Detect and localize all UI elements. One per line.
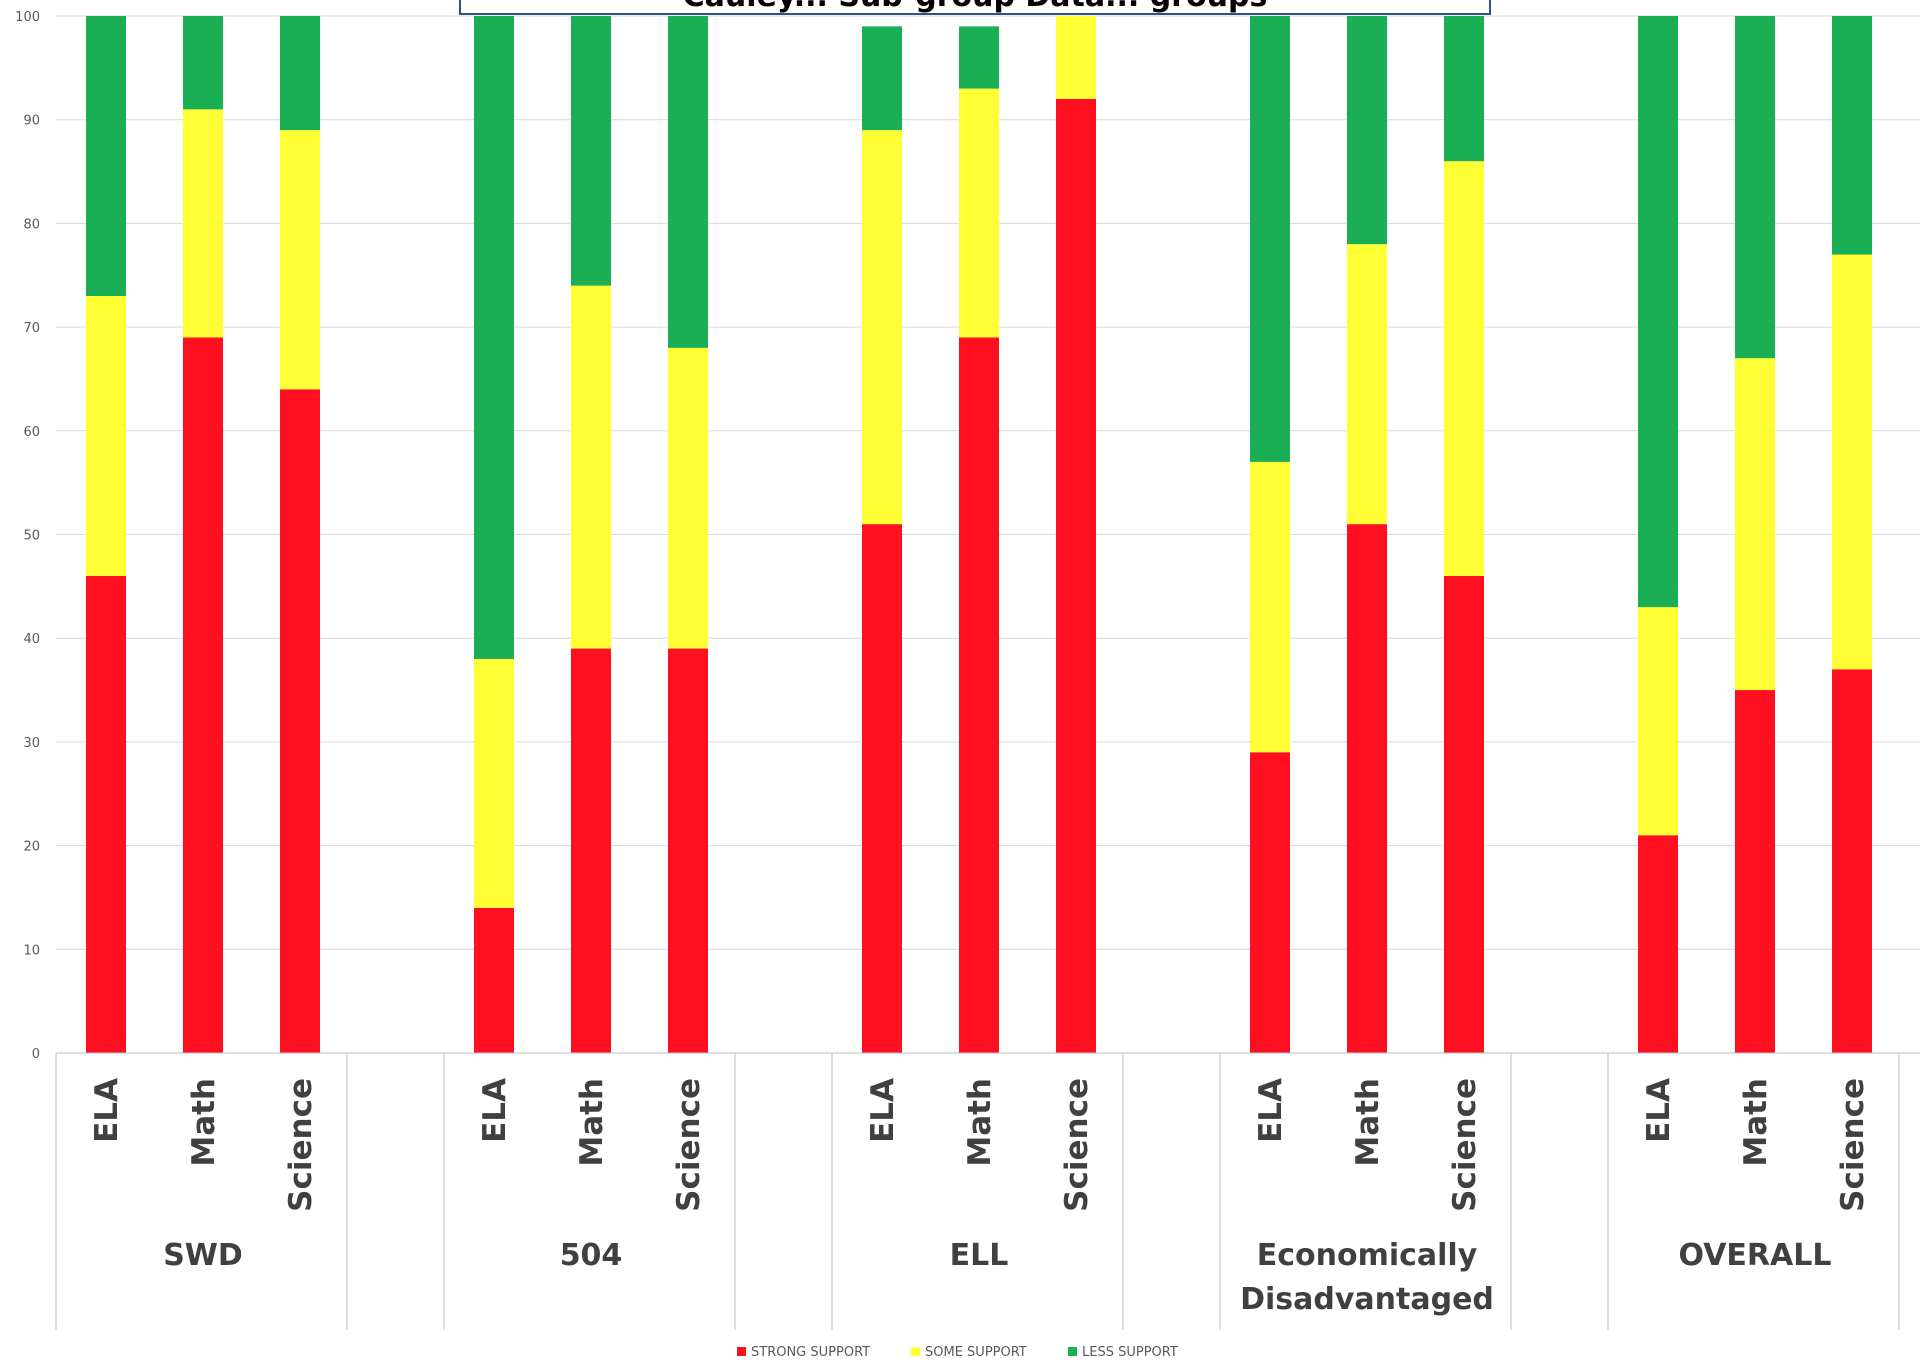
bar-segment-strong-support — [1444, 575, 1484, 1053]
bar-segment-strong-support — [862, 524, 902, 1053]
y-tick-label: 100 — [15, 10, 40, 25]
bar-segment-strong-support — [1056, 98, 1096, 1053]
bar-segment-some-support — [862, 130, 902, 525]
chart-title-text: Cauley... Sub-group Data... groups — [683, 0, 1268, 14]
x-tick-label: Science — [1835, 1078, 1871, 1212]
bar-segment-some-support — [1832, 254, 1872, 670]
x-tick-label: Math — [574, 1078, 610, 1167]
x-tick-label: Science — [671, 1078, 707, 1212]
bar-segment-less-support — [862, 26, 902, 131]
bar-segment-less-support — [1832, 16, 1872, 255]
legend-label: LESS SUPPORT — [1082, 1345, 1178, 1360]
x-tick-label: Math — [962, 1078, 998, 1167]
y-tick-label: 30 — [23, 736, 40, 751]
bar-segment-some-support — [1347, 244, 1387, 525]
bar-segment-some-support — [86, 295, 126, 576]
y-tick-label: 20 — [23, 840, 40, 855]
bar-segment-less-support — [668, 16, 708, 348]
bar-segment-some-support — [474, 658, 514, 908]
x-tick-label: Math — [186, 1078, 222, 1167]
x-tick-label: Science — [1059, 1078, 1095, 1212]
bar-segment-less-support — [1250, 16, 1290, 462]
x-tick-label: Math — [1738, 1078, 1774, 1167]
bar-segment-less-support — [959, 26, 999, 89]
bar-segment-strong-support — [1638, 835, 1678, 1053]
bar-segment-less-support — [86, 16, 126, 296]
bar-segment-some-support — [1735, 358, 1775, 691]
bar-segment-some-support — [571, 285, 611, 649]
legend-swatch — [1068, 1347, 1077, 1356]
x-group-label-line: Disadvantaged — [1240, 1282, 1494, 1317]
bar-segment-strong-support — [183, 337, 223, 1054]
y-tick-label: 0 — [32, 1047, 40, 1062]
y-tick-label: 60 — [23, 425, 40, 440]
bar-segment-less-support — [571, 16, 611, 286]
y-tick-label: 90 — [23, 114, 40, 129]
y-tick-label: 40 — [23, 632, 40, 647]
bar-segment-less-support — [1638, 16, 1678, 608]
bar-segment-strong-support — [668, 648, 708, 1053]
legend-label: SOME SUPPORT — [925, 1345, 1027, 1360]
x-tick-label: ELA — [89, 1078, 125, 1143]
x-group-label: ELL — [950, 1238, 1009, 1273]
legend-label: STRONG SUPPORT — [751, 1345, 870, 1360]
bar-segment-less-support — [183, 16, 223, 110]
bars — [86, 16, 1872, 1054]
bar-segment-less-support — [474, 16, 514, 659]
x-group-label-line: Economically — [1257, 1238, 1478, 1273]
bar-segment-some-support — [280, 130, 320, 390]
bar-segment-strong-support — [86, 575, 126, 1053]
bar-segment-strong-support — [1250, 752, 1290, 1053]
x-tick-label: ELA — [1253, 1078, 1289, 1143]
x-group-label: Economically Disadvantaged — [1240, 1238, 1494, 1317]
bar-segment-less-support — [1735, 16, 1775, 359]
bar-segment-strong-support — [1832, 669, 1872, 1053]
bar-segment-less-support — [1347, 16, 1387, 245]
bar-segment-less-support — [1444, 16, 1484, 162]
chart-title: Cauley... Sub-group Data... groups — [459, 0, 1491, 15]
y-tick-label: 70 — [23, 321, 40, 336]
legend-swatch — [911, 1347, 920, 1356]
y-axis: 0 10 20 30 40 50 60 70 80 90 100 — [15, 10, 40, 1062]
x-tick-label: ELA — [1641, 1078, 1677, 1143]
x-group-label: 504 — [560, 1238, 623, 1273]
x-group-label: SWD — [163, 1238, 243, 1273]
bar-segment-some-support — [183, 109, 223, 338]
bar-segment-some-support — [959, 88, 999, 338]
bar-segment-some-support — [1444, 161, 1484, 576]
bar-segment-strong-support — [1347, 524, 1387, 1053]
x-tick-label: Science — [283, 1078, 319, 1212]
bar-segment-some-support — [668, 347, 708, 649]
x-axis: ELA Math Science SWD ELA Math Science 504 ELA Mat… — [55, 1052, 1920, 1330]
x-tick-label: ELA — [865, 1078, 901, 1143]
bar-segment-strong-support — [959, 337, 999, 1054]
y-tick-label: 50 — [23, 529, 40, 544]
x-group-label: OVERALL — [1679, 1238, 1832, 1273]
bar-segment-some-support — [1638, 607, 1678, 836]
legend-swatch — [737, 1347, 746, 1356]
bar-segment-less-support — [280, 16, 320, 131]
x-tick-label: Math — [1350, 1078, 1386, 1167]
x-tick-label: ELA — [477, 1078, 513, 1143]
bar-segment-strong-support — [280, 389, 320, 1053]
y-tick-label: 10 — [23, 943, 40, 958]
bar-segment-some-support — [1250, 461, 1290, 753]
chart-title-frame — [459, 0, 1491, 15]
legend: STRONG SUPPORT SOME SUPPORT LESS SUPPORT — [737, 1345, 1178, 1360]
bar-segment-strong-support — [474, 907, 514, 1053]
y-tick-label: 80 — [23, 217, 40, 232]
bar-segment-strong-support — [571, 648, 611, 1053]
x-tick-label: Science — [1447, 1078, 1483, 1212]
bar-segment-some-support — [1056, 16, 1096, 99]
bar-segment-strong-support — [1735, 690, 1775, 1053]
